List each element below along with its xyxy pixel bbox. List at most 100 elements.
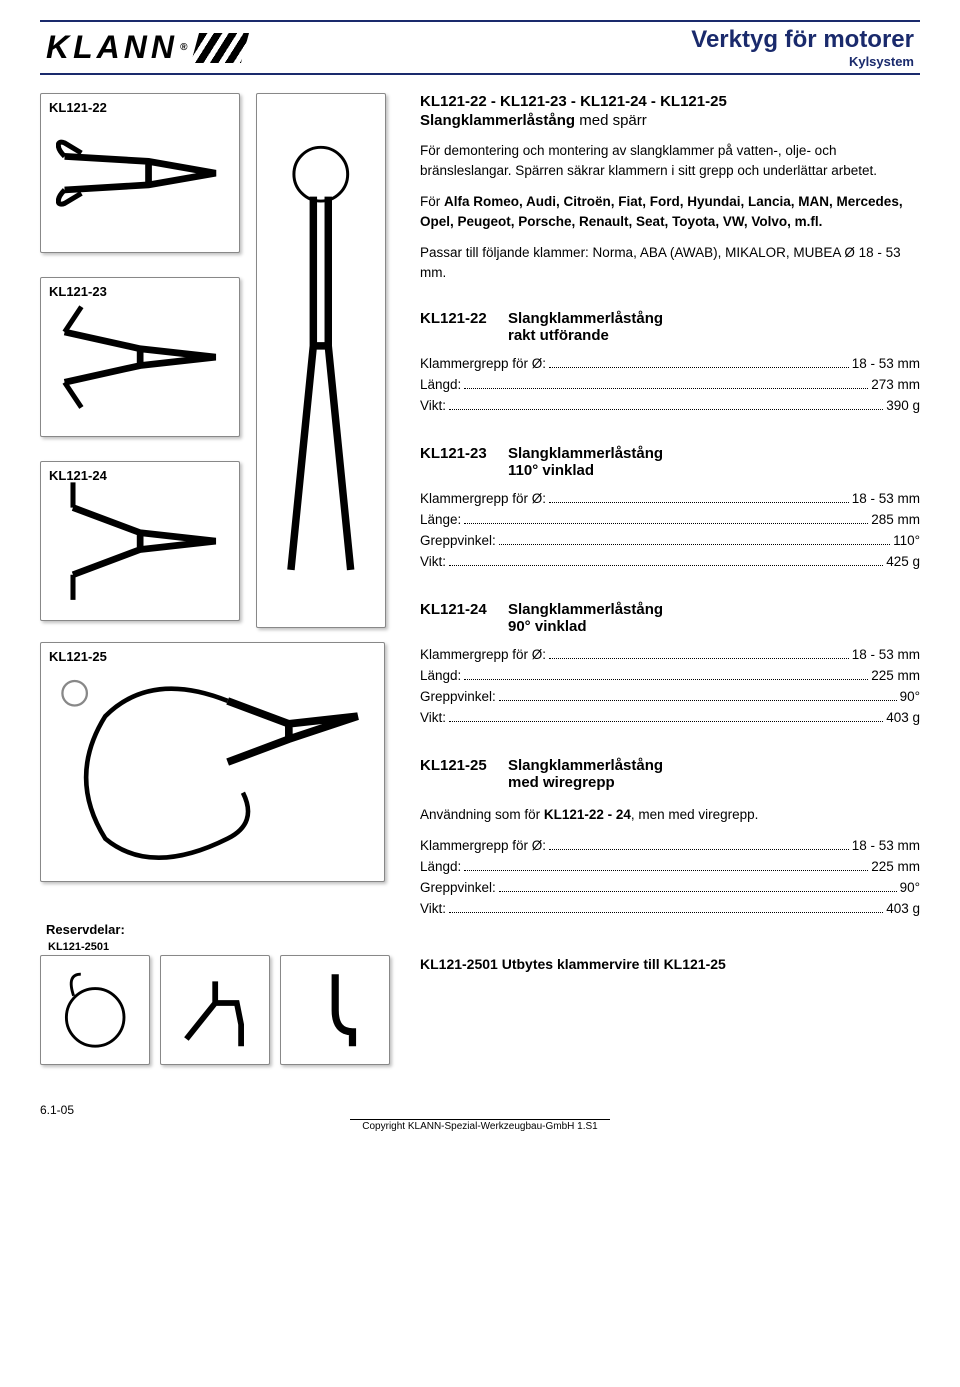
intro-p1: För demontering och montering av slangkl… xyxy=(420,141,920,180)
spec-value: 425 g xyxy=(886,552,920,573)
image-kl121-center xyxy=(256,93,386,628)
dots-icon xyxy=(549,502,849,503)
p25-note-c: , men med viregrepp. xyxy=(631,807,759,822)
spec-value: 225 mm xyxy=(871,857,920,878)
p23-sub: 110° vinklad xyxy=(508,462,663,479)
spec-label: Längd: xyxy=(420,375,461,396)
spec-row: Vikt:403 g xyxy=(420,899,920,920)
copyright: Copyright KLANN-Spezial-Werkzeugbau-GmbH… xyxy=(350,1119,610,1132)
intro-block: KL121-22 - KL121-23 - KL121-24 - KL121-2… xyxy=(420,93,920,282)
spec-label: Längd: xyxy=(420,666,461,687)
spec-value: 18 - 53 mm xyxy=(852,489,920,510)
spec-label: Klammergrepp för Ø: xyxy=(420,645,546,666)
p25-note-a: Användning som för xyxy=(420,807,544,822)
spec-row: Vikt: 390 g xyxy=(420,396,920,417)
spec-value: 90° xyxy=(900,687,920,708)
spec-label: Vikt: xyxy=(420,708,446,729)
spec-value: 390 g xyxy=(886,396,920,417)
spec-value: 285 mm xyxy=(871,510,920,531)
spec-row: Klammergrepp för Ø: 18 - 53 mm xyxy=(420,645,920,666)
spec-value: 18 - 53 mm xyxy=(852,354,920,375)
wire-hook-icon xyxy=(292,967,378,1053)
dots-icon xyxy=(549,658,849,659)
spec-value: 90° xyxy=(900,878,920,899)
p25-sub: med wiregrepp xyxy=(508,774,663,791)
p22-code: KL121-22 xyxy=(420,310,500,344)
header-title: Verktyg för motorer xyxy=(691,26,914,54)
image-label: KL121-24 xyxy=(49,468,107,483)
spec-value: 18 - 53 mm xyxy=(852,645,920,666)
header-titles: Verktyg för motorer Kylsystem xyxy=(691,26,914,69)
spec-label: Klammergrepp för Ø: xyxy=(420,354,546,375)
spec-row: Greppvinkel: 90° xyxy=(420,687,920,708)
wire-grip-icon xyxy=(172,967,258,1053)
pliers-vertical-icon xyxy=(276,121,366,601)
dots-icon xyxy=(549,367,849,368)
dots-icon xyxy=(499,700,897,701)
image-kl121-23: KL121-23 xyxy=(40,277,240,437)
p23-code: KL121-23 xyxy=(420,445,500,479)
dots-icon xyxy=(549,849,849,850)
image-label: KL121-23 xyxy=(49,284,107,299)
page-footer: 6.1-05 Copyright KLANN-Spezial-Werkzeugb… xyxy=(40,1103,920,1132)
pliers-angled-icon xyxy=(56,290,224,424)
dots-icon xyxy=(499,891,897,892)
p22-sub: rakt utförande xyxy=(508,327,663,344)
spec-value: 110° xyxy=(893,531,920,552)
p22-name: Slangklammerlåstång xyxy=(508,310,663,327)
spec-row: Länge: 285 mm xyxy=(420,510,920,531)
image-kl121-2501-a xyxy=(40,955,150,1065)
pliers-wire-icon xyxy=(58,655,367,869)
pliers-icon xyxy=(56,106,224,240)
spec-row: Klammergrepp för Ø: 18 - 53 mm xyxy=(420,836,920,857)
spec-row: Klammergrepp för Ø: 18 - 53 mm xyxy=(420,354,920,375)
spec-value: 18 - 53 mm xyxy=(852,836,920,857)
spec-label: Vikt: xyxy=(420,899,446,920)
spec-label: Klammergrepp för Ø: xyxy=(420,836,546,857)
spec-label: Vikt: xyxy=(420,552,446,573)
wire-loop-icon xyxy=(52,967,138,1053)
spec-label: Greppvinkel: xyxy=(420,687,496,708)
p25-name: Slangklammerlåstång xyxy=(508,757,663,774)
logo: KLANN ® xyxy=(46,29,245,66)
image-label: KL121-25 xyxy=(49,649,107,664)
dots-icon xyxy=(464,523,868,524)
page-number: 6.1-05 xyxy=(40,1103,920,1117)
spec-label: Vikt: xyxy=(420,396,446,417)
product-kl121-22: KL121-22 Slangklammerlåstång rakt utföra… xyxy=(420,310,920,417)
intro-title: KL121-22 - KL121-23 - KL121-24 - KL121-2… xyxy=(420,93,920,110)
spec-row: Längd: 225 mm xyxy=(420,857,920,878)
text-column: KL121-22 - KL121-23 - KL121-24 - KL121-2… xyxy=(420,93,920,1071)
spec-row: Längd: 273 mm xyxy=(420,375,920,396)
spec-value: 273 mm xyxy=(871,375,920,396)
spec-label: Längd: xyxy=(420,857,461,878)
logo-label: KLANN xyxy=(46,29,178,66)
image-kl121-2501-b xyxy=(160,955,270,1065)
spec-row: Vikt: 425 g xyxy=(420,552,920,573)
dots-icon xyxy=(464,679,868,680)
dots-icon xyxy=(449,409,883,410)
spec-label: Greppvinkel: xyxy=(420,878,496,899)
logo-stripes-icon xyxy=(191,33,249,63)
p25-note-b: KL121-22 - 24 xyxy=(544,807,631,822)
spec-value: 225 mm xyxy=(871,666,920,687)
intro-title2a: Slangklammerlåstång xyxy=(420,112,579,129)
p24-name: Slangklammerlåstång xyxy=(508,601,663,618)
p2501-line: KL121-2501 Utbytes klammervire till KL12… xyxy=(420,956,920,972)
p24-sub: 90° vinklad xyxy=(508,618,663,635)
spec-row: Greppvinkel:110° xyxy=(420,531,920,552)
image-label: KL121-22 xyxy=(49,100,107,115)
dots-icon xyxy=(464,870,868,871)
spec-row: Klammergrepp för Ø:18 - 53 mm xyxy=(420,489,920,510)
header-subtitle: Kylsystem xyxy=(691,54,914,69)
product-kl121-23: KL121-23 Slangklammerlåstång 110° vinkla… xyxy=(420,445,920,573)
logo-reg: ® xyxy=(180,42,191,53)
product-kl121-25: KL121-25 Slangklammerlåstång med wiregre… xyxy=(420,757,920,920)
image-kl121-2501-c xyxy=(280,955,390,1065)
intro-p2: För Alfa Romeo, Audi, Citroën, Fiat, For… xyxy=(420,192,920,231)
image-label: KL121-2501 xyxy=(48,941,109,953)
spec-row: Vikt: 403 g xyxy=(420,708,920,729)
dots-icon xyxy=(499,544,890,545)
spec-value: 403 g xyxy=(886,708,920,729)
spec-label: Länge: xyxy=(420,510,461,531)
